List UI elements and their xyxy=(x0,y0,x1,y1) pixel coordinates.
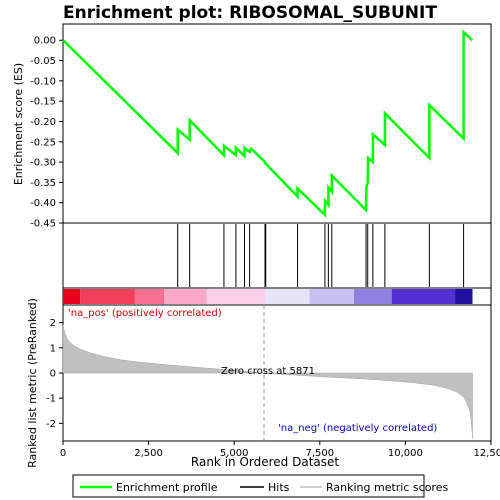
es-plot-frame xyxy=(62,23,492,224)
heatmap-segment xyxy=(391,289,456,304)
rank-y-ticks: 2 1 0 -1 -2 xyxy=(46,318,63,430)
heatmap-segment xyxy=(455,289,473,304)
x-tick-label: 7,500 xyxy=(305,448,334,459)
rank-ytick-label: -1 xyxy=(46,394,56,405)
x-tick-label: 0 xyxy=(60,448,66,459)
zero-cross-label: Zero cross at 5871 xyxy=(221,366,315,377)
chart-title: Enrichment plot: RIBOSOMAL_SUBUNIT xyxy=(63,3,437,23)
heatmap-segments xyxy=(63,289,473,304)
rank-ytick-label: -2 xyxy=(46,419,56,430)
heatmap-segment xyxy=(164,289,207,304)
enrichment-profile-line xyxy=(62,29,474,218)
heatmap-segment xyxy=(206,289,266,304)
rank-heatmap-bar xyxy=(62,287,492,306)
heatmap-segment xyxy=(354,289,392,304)
x-axis-ticks: 0 2,500 5,000 7,500 10,000 12,500 xyxy=(60,441,500,459)
heatmap-segment xyxy=(265,289,310,304)
x-tick-label: 12,500 xyxy=(474,448,500,459)
x-tick-label: 5,000 xyxy=(220,448,249,459)
hits-panel xyxy=(62,222,492,289)
hit-lines xyxy=(177,224,465,287)
rank-ytick-label: 2 xyxy=(50,318,56,329)
rank-ytick-label: 0 xyxy=(50,369,56,380)
legend-frame xyxy=(72,474,425,498)
negative-correlation-label: 'na_neg' (negatively correlated) xyxy=(278,423,437,434)
heatmap-segment xyxy=(63,289,81,304)
hits-frame xyxy=(62,222,492,289)
ranking-metric-area xyxy=(62,325,473,439)
es-ytick-label: -0.10 xyxy=(30,76,56,87)
legend-hits-label: Hits xyxy=(268,481,290,494)
es-ytick-label: -0.35 xyxy=(30,178,56,189)
es-ytick-label: -0.20 xyxy=(30,117,56,128)
es-ytick-label: -0.25 xyxy=(30,137,56,148)
ranked-metric-panel: 2 1 0 -1 -2 'na_pos' (positively correlated)… xyxy=(26,298,492,468)
legend: Enrichment profile Hits Ranking metric s… xyxy=(72,474,448,498)
heatmap-segment xyxy=(309,289,355,304)
es-y-ticks: 0.00 -0.05 -0.10 -0.15 -0.20 -0.25 -0.30 -0.35 -… xyxy=(30,36,63,230)
es-y-axis-label: Enrichment score (ES) xyxy=(12,63,25,185)
es-ytick-label: -0.40 xyxy=(30,198,56,209)
legend-enrichment-label: Enrichment profile xyxy=(116,481,218,494)
es-ytick-label: 0.00 xyxy=(34,36,56,47)
positive-correlation-label: 'na_pos' (positively correlated) xyxy=(68,308,222,319)
x-tick-label: 10,000 xyxy=(388,448,423,459)
x-axis-label: Rank in Ordered Dataset xyxy=(191,455,339,469)
es-ytick-label: -0.15 xyxy=(30,97,56,108)
rank-ytick-label: 1 xyxy=(50,343,56,354)
enrichment-score-panel: 0.00 -0.05 -0.10 -0.15 -0.20 -0.25 -0.30 -0.35 -… xyxy=(12,23,492,230)
heatmap-segment xyxy=(80,289,135,304)
rank-y-axis-label: Ranked list metric (PreRanked) xyxy=(26,298,39,468)
heatmap-segment xyxy=(134,289,165,304)
es-ytick-label: -0.05 xyxy=(30,56,56,67)
es-ytick-label: -0.30 xyxy=(30,158,56,169)
legend-ranking-label: Ranking metric scores xyxy=(326,481,448,494)
es-ytick-label: -0.45 xyxy=(30,219,56,230)
x-tick-label: 2,500 xyxy=(134,448,163,459)
